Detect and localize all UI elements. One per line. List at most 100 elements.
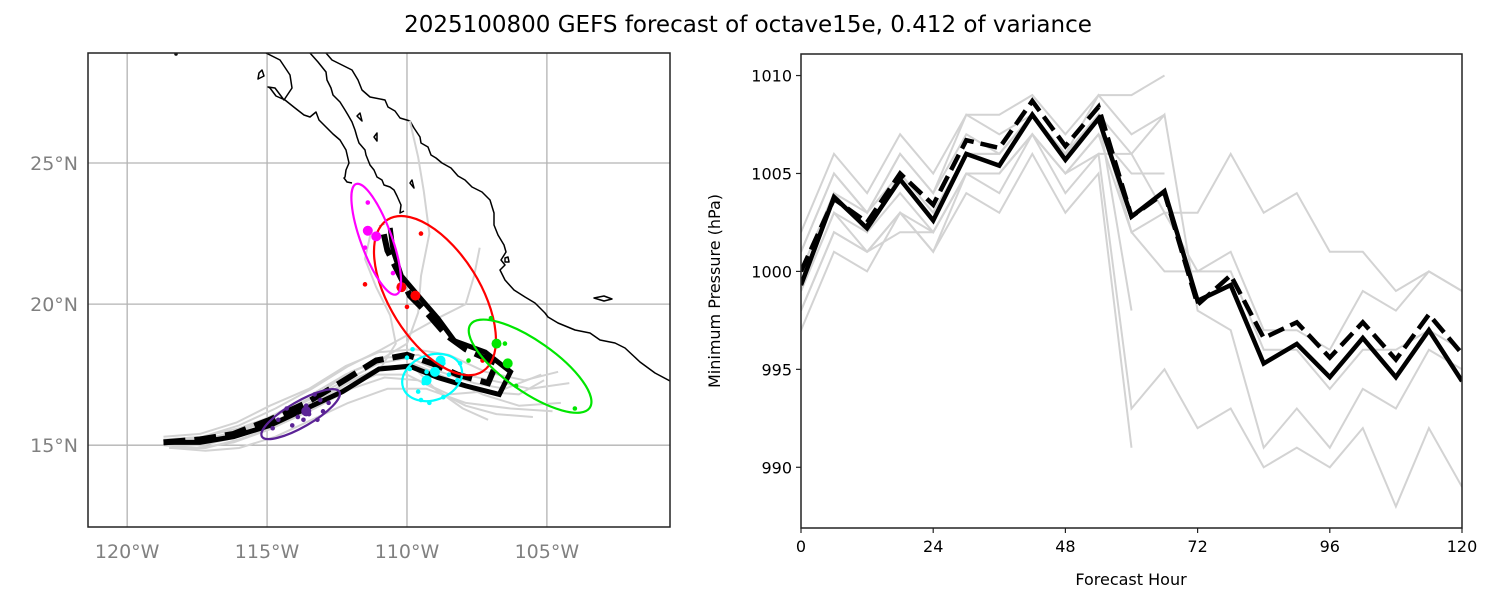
cluster-group	[466, 315, 593, 414]
cluster-point	[418, 397, 424, 403]
cluster-point	[295, 414, 301, 420]
cluster-point	[317, 397, 323, 403]
x-axis-label: Forecast Hour	[1075, 570, 1187, 589]
coastline-baja-west	[265, 53, 353, 184]
cluster-point	[427, 400, 432, 406]
ensemble-pressure-line	[801, 151, 1133, 448]
cluster-point	[365, 200, 371, 205]
cluster-group	[350, 182, 403, 296]
map-y-tick-label: 20°N	[30, 294, 78, 316]
cluster-ellipse	[350, 182, 403, 296]
ensemble-pressure-line	[801, 74, 1166, 233]
cluster-point	[455, 377, 460, 383]
chart-frame	[800, 53, 1463, 529]
ensemble-pressure-line	[801, 113, 1462, 293]
chart-x-ticks: 0 24 48 72 96 120	[796, 528, 1477, 556]
chart-y-tick-label: 990	[761, 458, 792, 477]
mean-track-solid	[163, 227, 514, 445]
cluster-mean-point	[410, 290, 421, 301]
cluster-point	[362, 282, 368, 287]
cluster-point	[390, 270, 396, 276]
cluster-point	[441, 394, 446, 400]
ensemble-pressure-line	[801, 132, 1462, 510]
cluster-mean-point	[371, 231, 382, 242]
ensemble-pressure-line	[801, 132, 1462, 352]
cluster-point	[407, 366, 413, 372]
map-frame	[87, 52, 671, 528]
mean-pressure-lines	[801, 97, 1462, 383]
pressure-chart-panel: 0 24 48 72 96 120 990 995 1000 1005 1010 Forecast…	[705, 53, 1477, 589]
cluster-point	[275, 417, 281, 423]
chart-y-tick-label: 1005	[751, 164, 792, 183]
figure-title: 2025100800 GEFS forecast of octave15e, 0…	[404, 12, 1092, 38]
cluster-point	[315, 417, 320, 423]
chart-y-tick-label: 995	[761, 360, 792, 379]
coastline-islet-7	[174, 53, 178, 56]
cluster-ellipses	[260, 182, 593, 441]
cluster-point	[457, 361, 463, 366]
cluster-group	[260, 388, 342, 441]
cluster-point	[466, 358, 471, 363]
chart-x-tick-label: 120	[1447, 537, 1478, 556]
cluster-group	[401, 346, 464, 406]
cluster-point	[446, 372, 452, 377]
map-x-tick-label: 105°W	[515, 541, 580, 563]
cluster-point	[513, 383, 519, 389]
cluster-mean-point	[502, 358, 513, 369]
cluster-ellipse	[401, 352, 464, 403]
cluster-mean-point	[491, 338, 502, 349]
ensemble-track-line	[171, 387, 553, 452]
ensemble-pressure-lines	[801, 74, 1462, 510]
cluster-ellipse	[372, 214, 498, 377]
series-line-mean-solid	[801, 110, 1462, 383]
chart-x-tick-label: 24	[923, 537, 943, 556]
cluster-mean-point	[362, 225, 373, 236]
map-gridlines	[88, 53, 670, 527]
chart-x-tick-label: 48	[1055, 537, 1075, 556]
map-x-tick-label: 115°W	[235, 541, 300, 563]
map-y-tick-label: 25°N	[30, 153, 78, 175]
chart-x-tick-label: 96	[1320, 537, 1340, 556]
cluster-point	[289, 423, 295, 428]
track-map-panel: 120°W 115°W 110°W 105°W 15°N 20°N 25°N	[30, 52, 671, 563]
coastline-mainland	[325, 53, 670, 382]
chart-x-tick-label: 72	[1187, 537, 1207, 556]
cluster-ellipse	[260, 388, 342, 441]
y-axis-label: Minimum Pressure (hPa)	[705, 194, 724, 388]
map-y-tick-label: 15°N	[30, 435, 78, 457]
chart-y-tick-label: 1010	[751, 67, 792, 86]
map-x-tick-label: 120°W	[95, 541, 160, 563]
cluster-mean-point	[429, 366, 440, 377]
coastline-islet-4	[356, 112, 363, 122]
cluster-point	[404, 355, 410, 361]
map-y-tick-labels: 15°N 20°N 25°N	[30, 153, 78, 457]
chart-y-ticks: 990 995 1000 1005 1010	[751, 67, 801, 477]
cluster-point	[312, 392, 317, 397]
coastline-islet-2	[504, 256, 510, 263]
cluster-point	[415, 389, 421, 394]
map-x-tick-label: 110°W	[375, 541, 440, 563]
cluster-point	[502, 341, 508, 346]
cluster-point	[572, 406, 578, 411]
map-x-tick-labels: 120°W 115°W 110°W 105°W	[95, 541, 579, 563]
cluster-mean-point	[301, 406, 312, 417]
coastline-islet-5	[373, 132, 378, 142]
cluster-mean-point	[421, 375, 432, 386]
cluster-point	[326, 400, 331, 406]
cluster-point	[301, 417, 306, 423]
cluster-point	[424, 369, 429, 375]
cluster-point	[404, 304, 410, 310]
coastline-baja-east	[309, 53, 405, 214]
cluster-point	[270, 425, 275, 431]
cluster-group	[362, 214, 498, 377]
ensemble-track-line	[166, 247, 481, 441]
ensemble-pressure-line	[801, 112, 1462, 391]
coastline	[174, 53, 670, 382]
coastline-islet-6	[409, 179, 415, 189]
chart-y-tick-label: 1000	[751, 262, 792, 281]
cluster-point	[418, 231, 424, 236]
chart-x-tick-label: 0	[796, 537, 806, 556]
cluster-point	[320, 409, 326, 414]
coastline-islet-3	[593, 295, 613, 302]
